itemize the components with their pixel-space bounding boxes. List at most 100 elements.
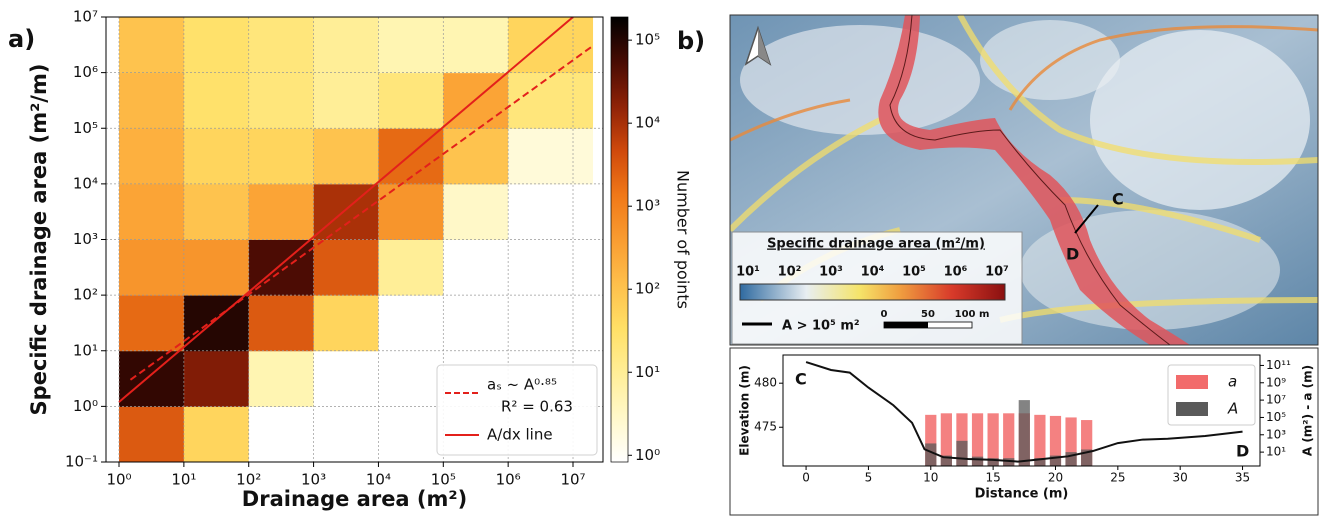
x-tick-label: 10 [923,471,938,485]
axes-frame [105,16,604,463]
panel-label: a) [8,25,35,53]
bar [940,455,952,466]
x-tick-label: 35 [1235,471,1250,485]
heatmap-cell [443,239,509,296]
heatmap-cell [119,183,185,240]
legend-label: aₛ ~ A⁰·⁸⁵ [487,376,557,394]
heatmap-cell [183,183,250,240]
x-tick-label: 0 [802,471,810,485]
panel-label: b) [677,27,705,55]
heatmap-cell [313,183,379,240]
heatmap-cell [313,72,379,129]
legend-label: A [1227,400,1238,418]
colorbar-tick-label: 10⁴ [635,114,660,132]
heatmap-cell [313,350,379,407]
heatmap-cell [508,128,594,185]
fit-line [129,45,594,381]
bar [1034,414,1046,466]
colorbar-tick-label: 10² [635,280,660,298]
y-tick-label: 10⁷ [73,8,98,26]
heatmap-cell [119,295,185,352]
y-tick-label: 10² [73,286,98,304]
x-tick-label: 30 [1173,471,1188,485]
heatmap-cell [183,239,250,296]
x-axis-label: Drainage area (m²) [242,487,467,511]
map-colorbar [739,283,1006,301]
x-tick-label: 15 [985,471,1000,485]
fit-line [118,17,574,403]
y-tick-label: 10³ [73,230,98,248]
heatmap-cell [248,350,315,407]
bar [1081,420,1093,466]
legend-swatch [1176,402,1208,416]
heatmap-cell [443,295,509,352]
colorbar-tick-label: 10⁰ [635,446,660,464]
y2-tick-label: 10⁹ [1266,375,1286,389]
heatmap-cell [378,72,444,129]
bar [1018,400,1030,466]
heatmap-cell [183,406,250,462]
heatmap-cell [313,406,379,462]
heatmap-cell [378,128,444,185]
annotation: C [795,370,807,389]
y-axis-label: Elevation (m) [738,365,752,456]
heatmap-cell [378,350,444,407]
legend-label: a [1228,373,1237,391]
colorbar-tick-label: 10³ [635,197,660,215]
heatmap-cell [378,406,444,462]
section-label: D [1066,245,1079,264]
heatmap-cell [248,295,315,352]
scale-tick-label: 0 [881,309,888,320]
heatmap-cell [378,239,444,296]
bar [1065,417,1077,466]
map-colorbar-tick: 10³ [819,265,843,280]
heatmap-cell [248,406,315,462]
profile-frame [729,347,1319,516]
bar [1003,458,1015,466]
annotation: D [1236,442,1249,461]
bar [1049,455,1062,466]
heatmap-cell [183,128,250,185]
axes-frame [782,354,1261,467]
heatmap-cell [313,17,379,74]
heatmap-cell [119,72,185,129]
x-tick-label: 5 [865,471,873,485]
heatmap-cell [443,128,509,185]
scale-bar-black [884,322,928,328]
bar [1049,415,1062,466]
colorbar [610,16,629,463]
bar [925,443,937,466]
colorbar-tick-label: 10⁵ [635,31,660,49]
section-label: C [1112,190,1124,209]
heatmap-cell [313,295,379,352]
heatmap-cell [378,183,444,240]
x-tick-label: 10² [236,471,261,489]
x-tick-label: 20 [1048,471,1063,485]
x-tick-label: 10¹ [171,471,196,489]
y-tick-label: 10⁰ [73,397,98,415]
heatmap-cell [183,295,250,352]
map-line-label: A > 10⁵ m² [782,319,860,334]
bar [987,413,999,466]
y2-tick-label: 10⁵ [1266,410,1286,424]
bar [1081,449,1093,466]
bar [1003,413,1015,466]
bar [987,458,999,466]
y-tick-label: 475 [754,420,777,434]
heatmap-cell [248,128,315,185]
heatmap-cell [119,239,185,296]
legend-label: A/dx line [487,426,553,444]
heatmap-cell [248,17,315,74]
heatmap-cell [183,72,250,129]
map-colorbar-tick: 10⁵ [902,265,926,280]
heatmap-cell [119,128,185,185]
y2-axis-label: A (m²) - a (m) [1301,365,1315,456]
legend-swatch [1176,375,1208,389]
heatmap-cell [248,183,315,240]
bar [971,456,984,466]
scale-tick-label: 50 [921,309,935,320]
y-axis-label: Specific drainage area (m²/m) [27,64,51,416]
heatmap-cell [443,17,509,74]
y-tick-label: 10⁴ [73,174,98,192]
